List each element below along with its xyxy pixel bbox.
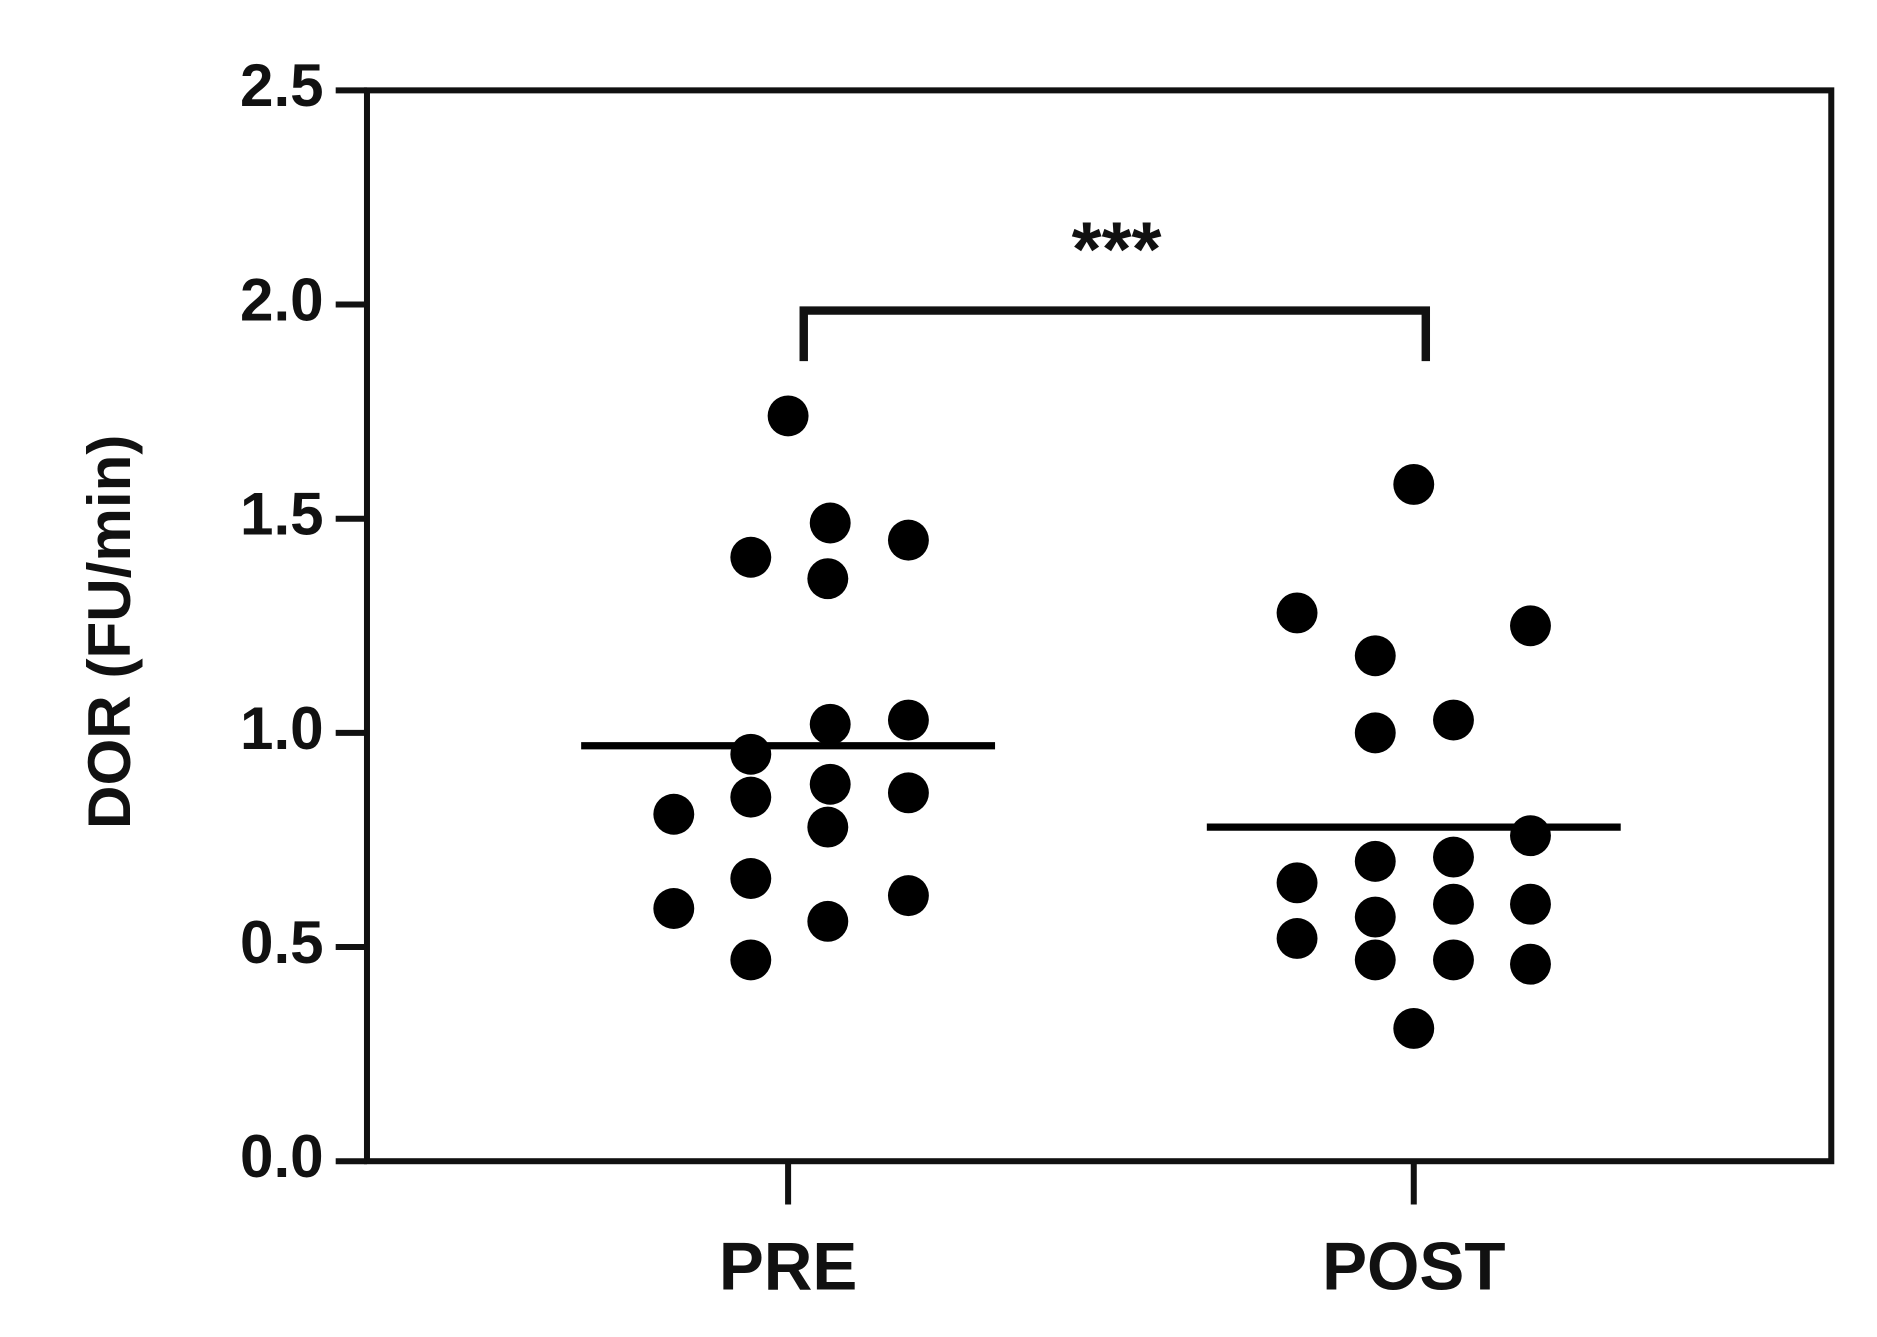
data-point — [809, 703, 851, 745]
y-tick-label: 0.0 — [240, 1123, 324, 1190]
data-point — [1433, 699, 1474, 741]
y-axis-label: DOR (FU/min) — [76, 435, 143, 829]
plot-frame — [363, 87, 1835, 1165]
data-point — [807, 558, 849, 600]
y-tick-label: 2.5 — [240, 52, 324, 119]
y-tick-label: 1.0 — [240, 695, 324, 762]
data-point — [887, 699, 929, 741]
data-point — [653, 793, 695, 835]
y-tick-label: 0.5 — [240, 909, 324, 976]
data-point — [1354, 896, 1396, 938]
data-point — [1433, 939, 1474, 981]
data-point — [1354, 635, 1396, 677]
data-point — [807, 806, 849, 848]
data-point — [730, 536, 772, 578]
x-tick-label: PRE — [719, 1230, 858, 1305]
data-point — [730, 776, 772, 818]
data-point — [1510, 605, 1551, 647]
data-point — [1393, 1007, 1435, 1049]
significance-bracket — [799, 306, 1431, 362]
data-point — [1276, 592, 1318, 634]
data-point — [1276, 862, 1318, 904]
data-point — [887, 772, 929, 814]
data-point — [1354, 939, 1396, 981]
data-point — [730, 733, 772, 775]
data-point — [1393, 463, 1435, 505]
data-point — [1276, 918, 1318, 959]
data-point — [1510, 943, 1551, 985]
data-point — [1510, 883, 1551, 925]
significance-label: *** — [1072, 207, 1162, 293]
data-point — [653, 888, 695, 929]
data-point — [807, 900, 849, 942]
x-tick-label: POST — [1322, 1230, 1505, 1305]
data-point — [1354, 712, 1396, 754]
data-point — [767, 395, 809, 437]
data-point — [887, 875, 929, 917]
data-point — [730, 939, 772, 981]
data-point — [809, 763, 851, 805]
data-point — [1433, 883, 1474, 925]
y-tick-label: 2.0 — [240, 266, 324, 333]
data-point — [1433, 836, 1474, 878]
data-point — [1354, 840, 1396, 882]
data-point — [1510, 815, 1551, 857]
data-point — [730, 858, 772, 899]
data-point — [887, 519, 929, 561]
data-point — [809, 502, 851, 544]
y-tick-label: 1.5 — [240, 481, 324, 548]
